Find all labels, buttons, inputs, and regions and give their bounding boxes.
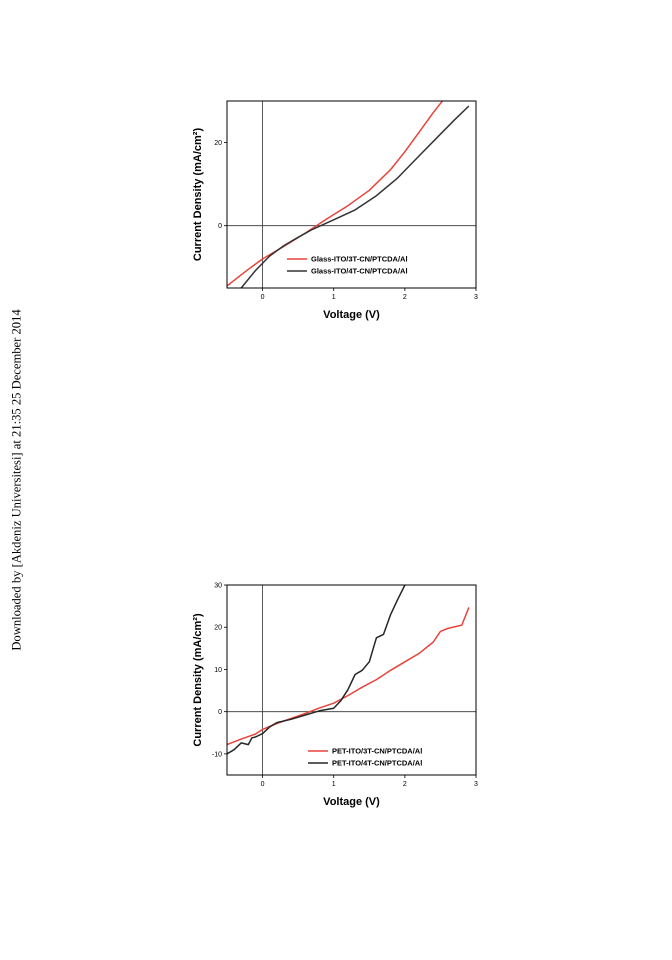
chart-pet-ito: 0 1 2 3 -10 0 10 20 30 Voltage (V) Current Density… [192,583,478,809]
x-tick-label: 2 [403,294,407,301]
x-axis-label: Voltage (V) [323,796,380,808]
legend-label-2: PET-ITO/4T-CN/PTCDA/Al [332,759,422,768]
plot-frame [226,100,477,289]
y-tick-label: -10 [212,751,222,758]
y-tick-label: 20 [214,140,222,147]
series-line-2 [240,105,470,288]
x-tick-label: 3 [474,781,478,788]
x-tick-label: 2 [403,781,407,788]
x-tick-label: 1 [332,781,336,788]
y-tick-label: 0 [218,223,222,230]
x-axis-label: Voltage (V) [323,309,380,321]
series-line-2 [227,585,406,755]
x-tick-label: 0 [261,294,265,301]
plot-frame [226,584,477,776]
y-tick-label: 10 [214,667,222,674]
x-tick-label: 0 [261,781,265,788]
legend-label-2: Glass-ITO/4T-CN/PTCDA/Al [311,267,408,276]
y-tick-label: 0 [218,709,222,716]
legend-label-1: PET-ITO/3T-CN/PTCDA/Al [332,747,422,756]
y-tick-label: 20 [214,625,222,632]
legend-label-1: Glass-ITO/3T-CN/PTCDA/Al [311,255,408,264]
x-tick-label: 1 [332,294,336,301]
chart-glass-ito: 0 1 2 3 0 20 Voltage (V) Current Density (mA/cm… [192,100,478,321]
y-axis-label: Current Density (mA/cm²) [192,128,204,262]
y-tick-label: 30 [214,583,222,590]
y-axis-label: Current Density (mA/cm²) [192,613,204,747]
x-tick-label: 3 [474,294,478,301]
series-line-1 [227,607,470,746]
series-line-1 [227,101,444,287]
